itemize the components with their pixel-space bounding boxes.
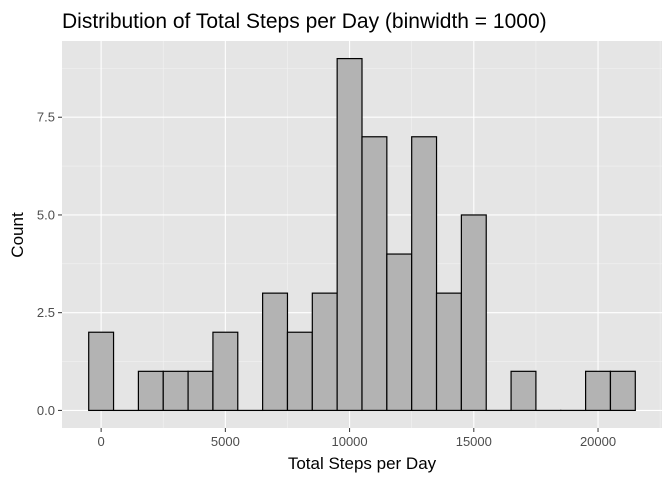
histogram-bar	[437, 293, 462, 410]
y-axis: 0.0 2.5 5.0 7.5	[37, 110, 62, 418]
histogram-bar	[263, 293, 288, 410]
x-axis-title: Total Steps per Day	[288, 454, 437, 473]
histogram-bar	[138, 371, 163, 410]
y-axis-title: Count	[8, 212, 27, 258]
x-tick-label: 15000	[456, 434, 492, 449]
y-tick-label: 7.5	[37, 110, 55, 125]
histogram-bar	[213, 332, 238, 410]
histogram-bar	[188, 371, 213, 410]
chart-title: Distribution of Total Steps per Day (bin…	[62, 10, 547, 33]
histogram-bar	[511, 371, 536, 410]
histogram-bar	[163, 371, 188, 410]
x-axis: 0 5000 10000 15000 20000	[98, 428, 617, 449]
x-tick-label: 20000	[580, 434, 616, 449]
histogram-bar	[461, 215, 486, 410]
y-tick-label: 0.0	[37, 403, 55, 418]
histogram-bar	[610, 371, 635, 410]
x-tick-label: 10000	[331, 434, 367, 449]
histogram-bar	[312, 293, 337, 410]
histogram-bar	[586, 371, 611, 410]
y-tick-label: 2.5	[37, 305, 55, 320]
histogram-bar	[89, 332, 114, 410]
x-tick-label: 5000	[211, 434, 240, 449]
histogram-bar	[387, 254, 412, 410]
histogram-bar	[412, 137, 437, 411]
histogram-bar	[362, 137, 387, 411]
histogram-bar	[287, 332, 312, 410]
histogram-bar	[337, 59, 362, 411]
y-tick-label: 5.0	[37, 207, 55, 222]
x-tick-label: 0	[98, 434, 105, 449]
